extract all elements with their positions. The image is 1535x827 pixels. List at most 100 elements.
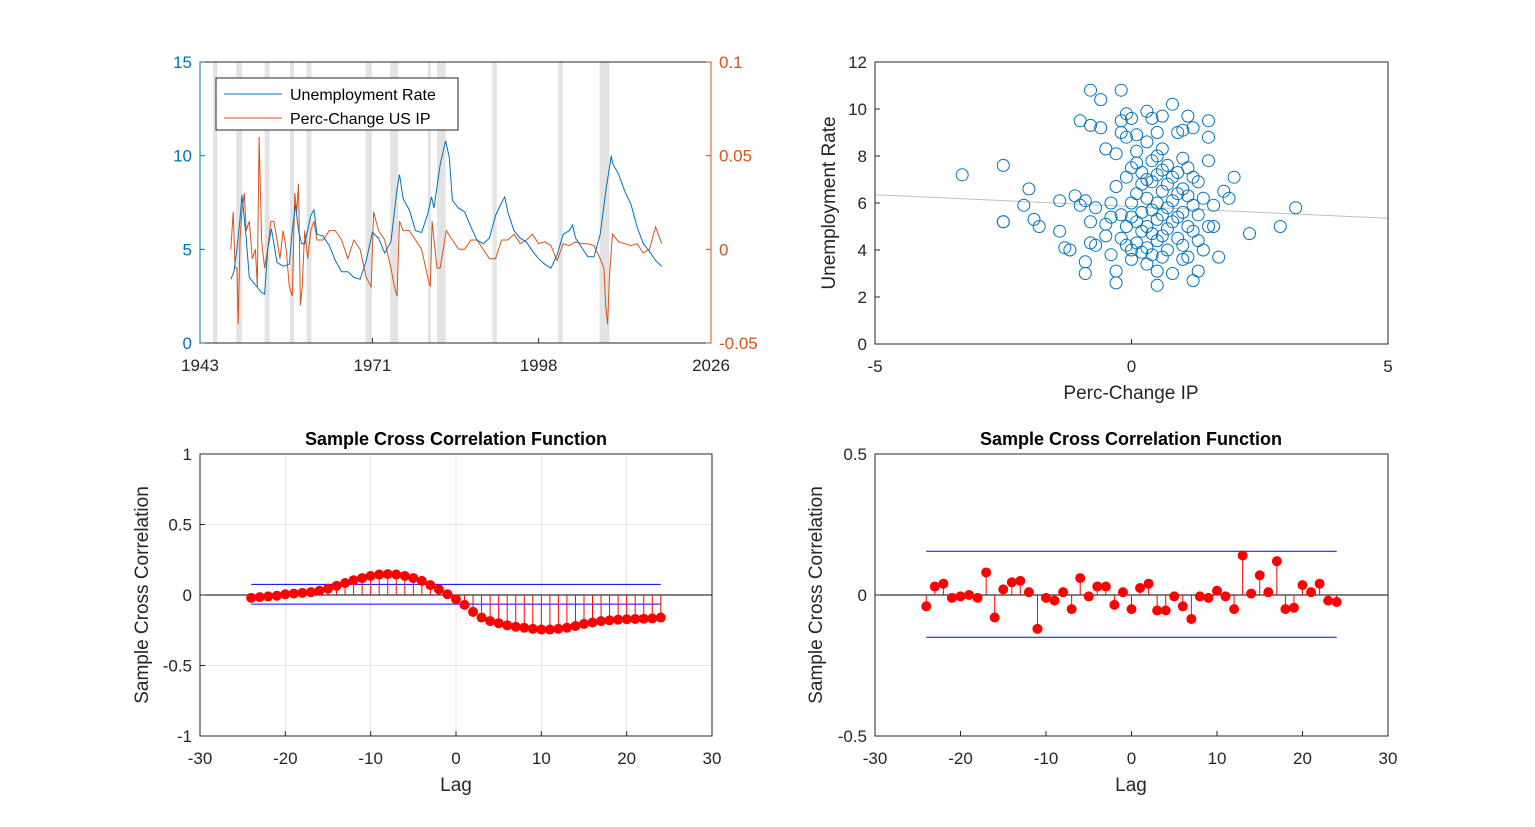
recession-band-4 [306, 62, 312, 343]
scatter-point [1094, 93, 1108, 107]
stem-marker [955, 591, 966, 602]
scatter-point [1135, 224, 1149, 238]
scatter-point [1073, 198, 1087, 212]
y-right-tick-label: -0.05 [719, 334, 758, 353]
stem-marker [1160, 605, 1171, 616]
scatter-point [1150, 149, 1164, 163]
scatter-point [1160, 158, 1174, 172]
legend-entry-unemployment: Unemployment Rate [290, 87, 436, 104]
stem-marker [536, 624, 547, 635]
scatter-point [1186, 121, 1200, 135]
scatter-point [1176, 205, 1190, 219]
stem-marker [938, 578, 949, 589]
recession-band-9 [492, 62, 497, 343]
scatter-point [1140, 104, 1154, 118]
scatter-point [1114, 208, 1128, 222]
crosscorr-1-ticks: -30 -20 -10 0 10 20 30 -1 -0.5 0 0.5 1 [163, 445, 722, 768]
scatter-point [1181, 250, 1195, 264]
stem-marker [1220, 591, 1231, 602]
stem-marker [519, 622, 530, 633]
recession-band-2 [264, 62, 270, 343]
stem-marker [655, 612, 666, 623]
crosscorr-1-y-axis-label: Sample Cross Correlation [132, 486, 153, 704]
stem-marker [365, 570, 376, 581]
scatter-point [1217, 184, 1231, 198]
scatter-point [1140, 241, 1154, 255]
stem-marker [246, 592, 257, 603]
stem-marker [374, 569, 385, 580]
scatter-point [1207, 220, 1221, 233]
stem-marker [1015, 575, 1026, 586]
stem-marker [1177, 601, 1188, 612]
stem-marker [510, 621, 521, 632]
scatter-point [1125, 243, 1138, 257]
stem-marker [357, 573, 368, 584]
stem-marker [331, 580, 342, 591]
y-right-tick-label: 0.05 [719, 147, 752, 166]
scatter-point [1078, 255, 1092, 269]
stem-marker [1263, 587, 1274, 598]
scatter-point [1202, 130, 1215, 144]
scatter-point [1145, 175, 1159, 189]
stem-marker [1100, 581, 1111, 592]
scatter-point [1150, 126, 1164, 139]
scatter-point [1160, 201, 1174, 215]
scatter-point [1125, 252, 1138, 266]
y-tick-label: 0 [858, 335, 867, 354]
stem-marker [476, 612, 487, 623]
stem-marker [579, 618, 589, 629]
x-tick-label: 5 [1383, 357, 1392, 376]
scatter-point [1222, 191, 1236, 205]
stem-marker [544, 624, 555, 635]
scatter-point [1166, 194, 1179, 208]
scatter-point [1227, 170, 1241, 184]
y-right-tick-label: 0.1 [719, 53, 743, 72]
recession-band-0 [212, 62, 218, 343]
scatter-point [1196, 243, 1210, 257]
scatter-point [1135, 245, 1149, 259]
x-tick-label: 1943 [181, 356, 219, 375]
scatter-point [1084, 83, 1097, 97]
scatter-point [1160, 177, 1174, 191]
stem-marker [493, 618, 504, 629]
x-tick-label: -10 [358, 749, 383, 768]
scatter-point [955, 168, 969, 182]
stem-marker [1152, 605, 1163, 616]
scatter-point [1166, 170, 1179, 184]
stem-marker [408, 573, 419, 584]
stem-marker [570, 621, 581, 632]
scatter-point [1027, 212, 1041, 226]
scatter-point [1171, 231, 1185, 245]
scatter-point [1150, 168, 1164, 182]
stem-marker [1331, 597, 1342, 608]
y-tick-label: 0 [858, 586, 867, 605]
stem-marker [1092, 581, 1103, 592]
stem-marker [442, 589, 453, 600]
scatter-point [1155, 163, 1169, 177]
stem-marker [382, 569, 393, 580]
y-left-tick-label: 5 [183, 240, 192, 259]
stem-marker [451, 594, 461, 605]
stem-marker [587, 617, 598, 628]
stem-marker [280, 589, 291, 600]
y-right-tick-label: 0 [719, 240, 728, 259]
scatter-point [1207, 198, 1221, 212]
x-tick-label: 0 [451, 749, 460, 768]
stem-marker [1203, 592, 1214, 603]
y-tick-label: 0 [183, 586, 192, 605]
stem-marker [929, 581, 940, 592]
time-series-ticks: 1943 1971 1998 2026 0 5 10 15 -0.05 0 0.05 0.1 [173, 53, 758, 375]
stem-marker [621, 614, 632, 625]
scatter-point [1130, 128, 1144, 142]
scatter-point [1171, 210, 1185, 224]
crosscorr-panel-2: -30 -20 -10 0 10 20 30 -0.5 0 0.5 Sample Cross Co… [806, 429, 1397, 796]
stem-marker [340, 578, 351, 589]
crosscorr-2-ticks: -30 -20 -10 0 10 20 30 -0.5 0 0.5 [838, 445, 1398, 768]
scatter-point [1155, 142, 1169, 156]
scatter-point [1063, 243, 1077, 257]
stem-marker [553, 623, 564, 634]
scatter-point [1104, 248, 1118, 262]
stem-marker [1246, 588, 1257, 599]
stem-marker [502, 620, 513, 631]
scatter-point [1176, 238, 1190, 252]
